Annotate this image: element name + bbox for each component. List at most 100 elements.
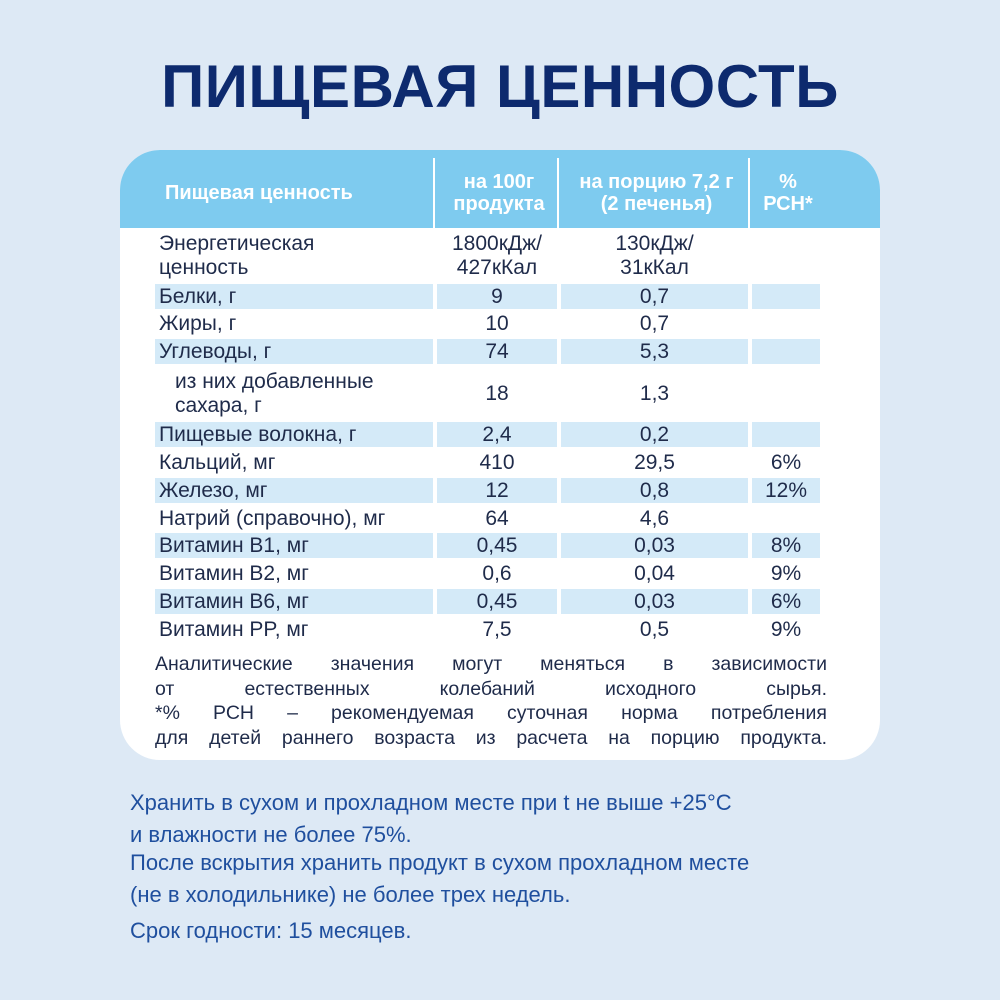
cell-line: сахара, г: [175, 394, 262, 417]
cell-line: 2,4: [482, 422, 512, 446]
header-line: продукта: [453, 193, 545, 215]
table-cell: 1800кДж/427кКал: [437, 230, 557, 282]
cell-line: Витамин B1, мг: [159, 533, 309, 557]
cell-line: 12: [485, 478, 509, 502]
cell-line: Витамин B6, мг: [159, 589, 309, 613]
table-cell: Кальций, мг: [155, 450, 433, 476]
table-cell: [752, 284, 820, 309]
table-cell: 0,04: [561, 561, 748, 586]
title: ПИЩЕВАЯ ЦЕННОСТЬ: [161, 53, 839, 120]
cell-line: 0,2: [639, 422, 670, 446]
table-cell: [752, 230, 820, 282]
header-cell: на порцию 7,2 г (2 печенья): [561, 160, 752, 226]
cell-line: Железо, мг: [159, 478, 268, 502]
table-cell: 0,6: [437, 561, 557, 586]
cell-line: 0,7: [639, 284, 670, 308]
header-line: на порцию 7,2 г: [579, 171, 734, 193]
table-cell: [752, 506, 820, 531]
table-cell: 0,45: [437, 533, 557, 558]
table-cell: 130кДж/31кКал: [561, 230, 748, 282]
table-cell: 0,7: [561, 284, 748, 309]
cell-line: 0,03: [634, 589, 675, 613]
cell-line: 1,3: [639, 382, 670, 405]
storage-line: После вскрытия хранить продукт в сухом п…: [130, 850, 750, 875]
header-line: РСН*: [763, 193, 813, 215]
cell-line: 5,3: [639, 339, 670, 363]
nutrition-card: Пищевая ценность на 100г продукта на порцию…: [120, 150, 880, 760]
table-cell: [752, 422, 820, 447]
cell-line: 0,45: [476, 533, 518, 557]
header-line: Пищевая ценность: [165, 182, 353, 204]
cell-line: ценность: [159, 256, 249, 279]
cell-line: 427кКал: [456, 256, 538, 279]
header-cell: Пищевая ценность: [165, 160, 443, 226]
table-cell: 6%: [752, 589, 820, 614]
table-cell: 2,4: [437, 422, 557, 447]
cell-line: из них добавленные: [175, 370, 374, 393]
table-cell: 9%: [752, 561, 820, 586]
table-cell: 0,03: [561, 589, 748, 614]
table-cell: 29,5: [561, 450, 748, 476]
table-cell: 0,8: [561, 478, 748, 503]
cell-line: Жиры, г: [159, 311, 237, 335]
storage-line: (не в холодильнике) не более трех недель…: [130, 882, 571, 907]
cell-line: 29,5: [634, 451, 675, 474]
table-cell: Витамин B6, мг: [155, 589, 433, 614]
table-cell: Витамин B1, мг: [155, 533, 433, 558]
cell-line: 74: [485, 339, 509, 363]
header-cell: на 100г продукта: [437, 160, 561, 226]
storage-line: и влажности не более 75%.: [130, 822, 412, 847]
cell-line: 6%: [770, 589, 802, 613]
table-cell: 410: [437, 450, 557, 476]
cell-line: 0,8: [639, 478, 670, 502]
table-cell: Углеводы, г: [155, 339, 433, 364]
table-cell: 12%: [752, 478, 820, 503]
table-cell: 0,2: [561, 422, 748, 447]
cell-line: 0,5: [639, 617, 670, 641]
cell-line: 4,6: [639, 506, 670, 530]
cell-line: 6%: [770, 451, 802, 474]
cell-line: 0,45: [476, 589, 518, 613]
table-cell: 64: [437, 506, 557, 531]
cell-line: 8%: [770, 533, 802, 557]
cell-line: 0,03: [634, 533, 675, 557]
cell-line: 9%: [770, 561, 802, 585]
header-line: на 100г: [463, 171, 535, 193]
cell-line: Витамин B2, мг: [159, 561, 309, 585]
table-cell: 0,45: [437, 589, 557, 614]
footnote-line: для детей раннего возраста из расчета на…: [155, 726, 827, 749]
header-line: %: [779, 171, 797, 193]
storage-line: Срок годности: 15 месяцев.: [130, 918, 412, 943]
table-cell: [752, 311, 820, 336]
footnote-line: от естественных колебаний исходного сырь…: [155, 677, 827, 700]
cell-line: Пищевые волокна, г: [159, 422, 357, 446]
table-cell: 0,7: [561, 311, 748, 336]
table-cell: 1,3: [561, 368, 748, 420]
cell-line: 10: [485, 311, 509, 335]
cell-line: 9%: [770, 617, 802, 641]
table-cell: [752, 339, 820, 364]
table-cell: 7,5: [437, 617, 557, 642]
cell-line: 0,6: [482, 561, 512, 585]
cell-line: Белки, г: [159, 284, 237, 308]
cell-line: Энергетическая: [159, 232, 315, 255]
table-cell: Витамин PP, мг: [155, 617, 433, 642]
table-cell: Жиры, г: [155, 311, 433, 336]
footnote-line: *% РСН – рекомендуемая суточная норма по…: [155, 702, 827, 724]
table-cell: 5,3: [561, 339, 748, 364]
table-cell: Энергетическая ценность: [155, 230, 433, 282]
cell-line: 64: [485, 506, 509, 530]
table-cell: 12: [437, 478, 557, 503]
table-cell: из них добавленные сахара, г: [155, 368, 433, 420]
header-band: [120, 150, 880, 228]
header-cell: % РСН*: [752, 160, 824, 226]
storage-line: Хранить в сухом и прохладном месте при t…: [130, 790, 732, 815]
table-cell: 18: [437, 368, 557, 420]
footnote-line: Аналитические значения могут меняться в …: [155, 653, 827, 675]
table-cell: 4,6: [561, 506, 748, 531]
table-cell: 8%: [752, 533, 820, 558]
cell-line: 410: [479, 451, 515, 474]
cell-line: 31кКал: [620, 256, 689, 279]
table-cell: 10: [437, 311, 557, 336]
cell-line: Витамин PP, мг: [159, 617, 309, 641]
